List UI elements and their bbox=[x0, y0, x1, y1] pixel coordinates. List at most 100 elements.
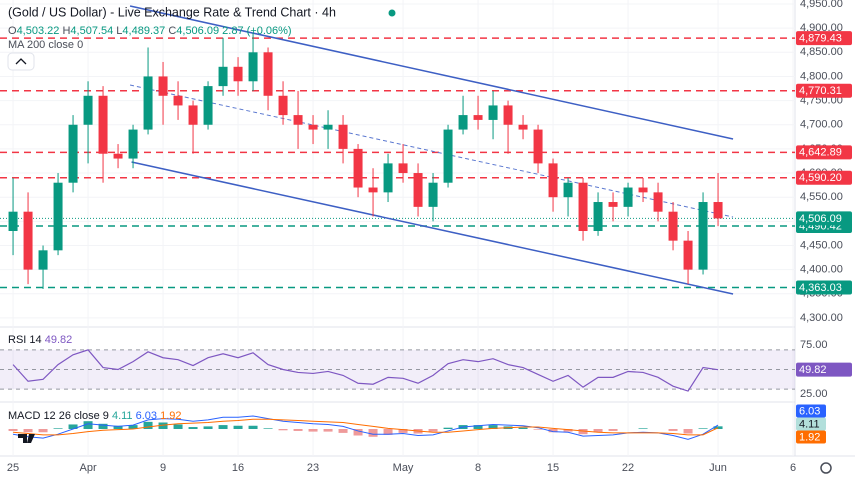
macd-histogram-bar bbox=[638, 428, 648, 429]
macd-histogram-bar bbox=[83, 421, 93, 429]
ohlc-change: 2.87 (+0.06%) bbox=[222, 25, 291, 37]
y-tick-label: 4,800.00 bbox=[800, 70, 843, 82]
y-tick-label: 4,900.00 bbox=[800, 22, 843, 34]
candle-body bbox=[593, 202, 603, 232]
macd-histogram-bar bbox=[293, 429, 303, 431]
candle-body bbox=[203, 86, 213, 125]
rsi-band bbox=[0, 349, 795, 390]
candle-body bbox=[38, 250, 48, 270]
candle-body bbox=[503, 105, 513, 125]
candle-body bbox=[443, 129, 453, 183]
level-box bbox=[796, 280, 852, 295]
macd-histogram-bar bbox=[563, 429, 573, 432]
candle-body bbox=[653, 192, 663, 212]
x-tick-label: 23 bbox=[307, 462, 319, 474]
macd-histogram-bar bbox=[473, 425, 483, 429]
x-tick-label: 6 bbox=[790, 462, 796, 474]
level-box bbox=[796, 145, 852, 160]
macd-name: MACD 12 26 close 9 bbox=[8, 410, 109, 422]
candle-body bbox=[413, 173, 423, 207]
macd-histogram-bar bbox=[158, 422, 168, 429]
x-tick-label: 25 bbox=[7, 462, 19, 474]
candle-body bbox=[353, 148, 363, 188]
macd-histogram-bar bbox=[533, 429, 543, 430]
candle-body bbox=[188, 105, 198, 125]
macd-histogram-bar bbox=[428, 429, 438, 432]
collapse-button[interactable] bbox=[7, 52, 35, 71]
x-tick-label: Jun bbox=[709, 462, 727, 474]
candle-body bbox=[578, 182, 588, 232]
y-tick-label: 4,700.00 bbox=[800, 119, 843, 131]
rsi-value-box bbox=[796, 362, 852, 377]
macd-histogram-bar bbox=[23, 429, 33, 433]
macd-value: 1.92 bbox=[160, 410, 181, 422]
y-tick-label: 4,400.00 bbox=[800, 264, 843, 276]
x-tick-label: 15 bbox=[547, 462, 559, 474]
ohlc-value: 4,506.09 bbox=[176, 25, 219, 37]
ohlc-key: C bbox=[168, 25, 176, 37]
rsi-legend: RSI 14 49.82 bbox=[8, 334, 72, 346]
candle-body bbox=[698, 202, 708, 270]
candle-body bbox=[473, 115, 483, 120]
macd-histogram-bar bbox=[578, 429, 588, 435]
macd-legend: MACD 12 26 close 9 4.11 6.03 1.92 bbox=[8, 410, 182, 422]
last-price-box bbox=[796, 211, 852, 226]
macd-histogram-bar bbox=[248, 425, 258, 429]
macd-value-box bbox=[796, 417, 826, 431]
market-status-dot bbox=[388, 9, 396, 17]
macd-histogram-bar bbox=[173, 424, 183, 429]
candle-body bbox=[173, 95, 183, 106]
candle-body bbox=[338, 124, 348, 149]
candle-body bbox=[668, 211, 678, 241]
macd-histogram-bar bbox=[443, 427, 453, 429]
macd-histogram-bar bbox=[593, 429, 603, 433]
macd-histogram-bar bbox=[353, 429, 363, 436]
settings-icon[interactable] bbox=[820, 462, 832, 474]
ma-legend: MA 200 close 0 bbox=[8, 39, 83, 51]
candle-body bbox=[8, 211, 18, 232]
macd-value-box bbox=[796, 404, 826, 418]
rsi-value: 49.82 bbox=[45, 334, 73, 346]
macd-value-label: 4.11 bbox=[799, 418, 820, 430]
macd-value-label: 1.92 bbox=[799, 431, 820, 443]
macd-histogram-bar bbox=[278, 429, 288, 431]
macd-histogram-bar bbox=[38, 429, 48, 433]
level-label: 4,590.20 bbox=[799, 172, 842, 184]
level-label: 4,642.89 bbox=[799, 147, 842, 159]
candle-body bbox=[563, 182, 573, 198]
y-tick-label: 4,550.00 bbox=[800, 191, 843, 203]
macd-histogram-bar bbox=[608, 429, 618, 431]
candle-body bbox=[383, 163, 393, 193]
candle-body bbox=[113, 153, 123, 159]
macd-value: 6.03 bbox=[136, 410, 157, 422]
macd-histogram-bar bbox=[713, 426, 723, 429]
macd-histogram-bar bbox=[323, 429, 333, 432]
candle-body bbox=[128, 129, 138, 159]
candle-body bbox=[68, 124, 78, 183]
macd-histogram-bar bbox=[98, 423, 108, 429]
macd-line bbox=[13, 418, 719, 436]
level-box bbox=[796, 83, 852, 98]
x-tick-label: May bbox=[393, 462, 414, 474]
trend-line bbox=[129, 5, 734, 140]
macd-histogram-bar bbox=[128, 425, 138, 429]
trend-line bbox=[131, 161, 734, 295]
level-label: 4,363.03 bbox=[799, 282, 842, 294]
x-tick-label: 9 bbox=[160, 462, 166, 474]
macd-histogram-bar bbox=[188, 427, 198, 429]
y-tick-label: 4,450.00 bbox=[800, 239, 843, 251]
rsi-tick-label: 75.00 bbox=[800, 339, 828, 351]
candle-body bbox=[683, 240, 693, 270]
macd-histogram-bar bbox=[398, 429, 408, 433]
ohlc-key: L bbox=[116, 25, 122, 37]
macd-histogram-bar bbox=[668, 429, 678, 431]
candle-body bbox=[308, 124, 318, 130]
candle-body bbox=[458, 115, 468, 130]
ohlc-key: O bbox=[8, 25, 17, 37]
x-tick-label: 16 bbox=[232, 462, 244, 474]
macd-histogram-bar bbox=[113, 425, 123, 429]
y-tick-label: 4,950.00 bbox=[800, 0, 843, 10]
last-price-label: 4,506.09 bbox=[799, 213, 842, 225]
candle-body bbox=[488, 105, 498, 120]
